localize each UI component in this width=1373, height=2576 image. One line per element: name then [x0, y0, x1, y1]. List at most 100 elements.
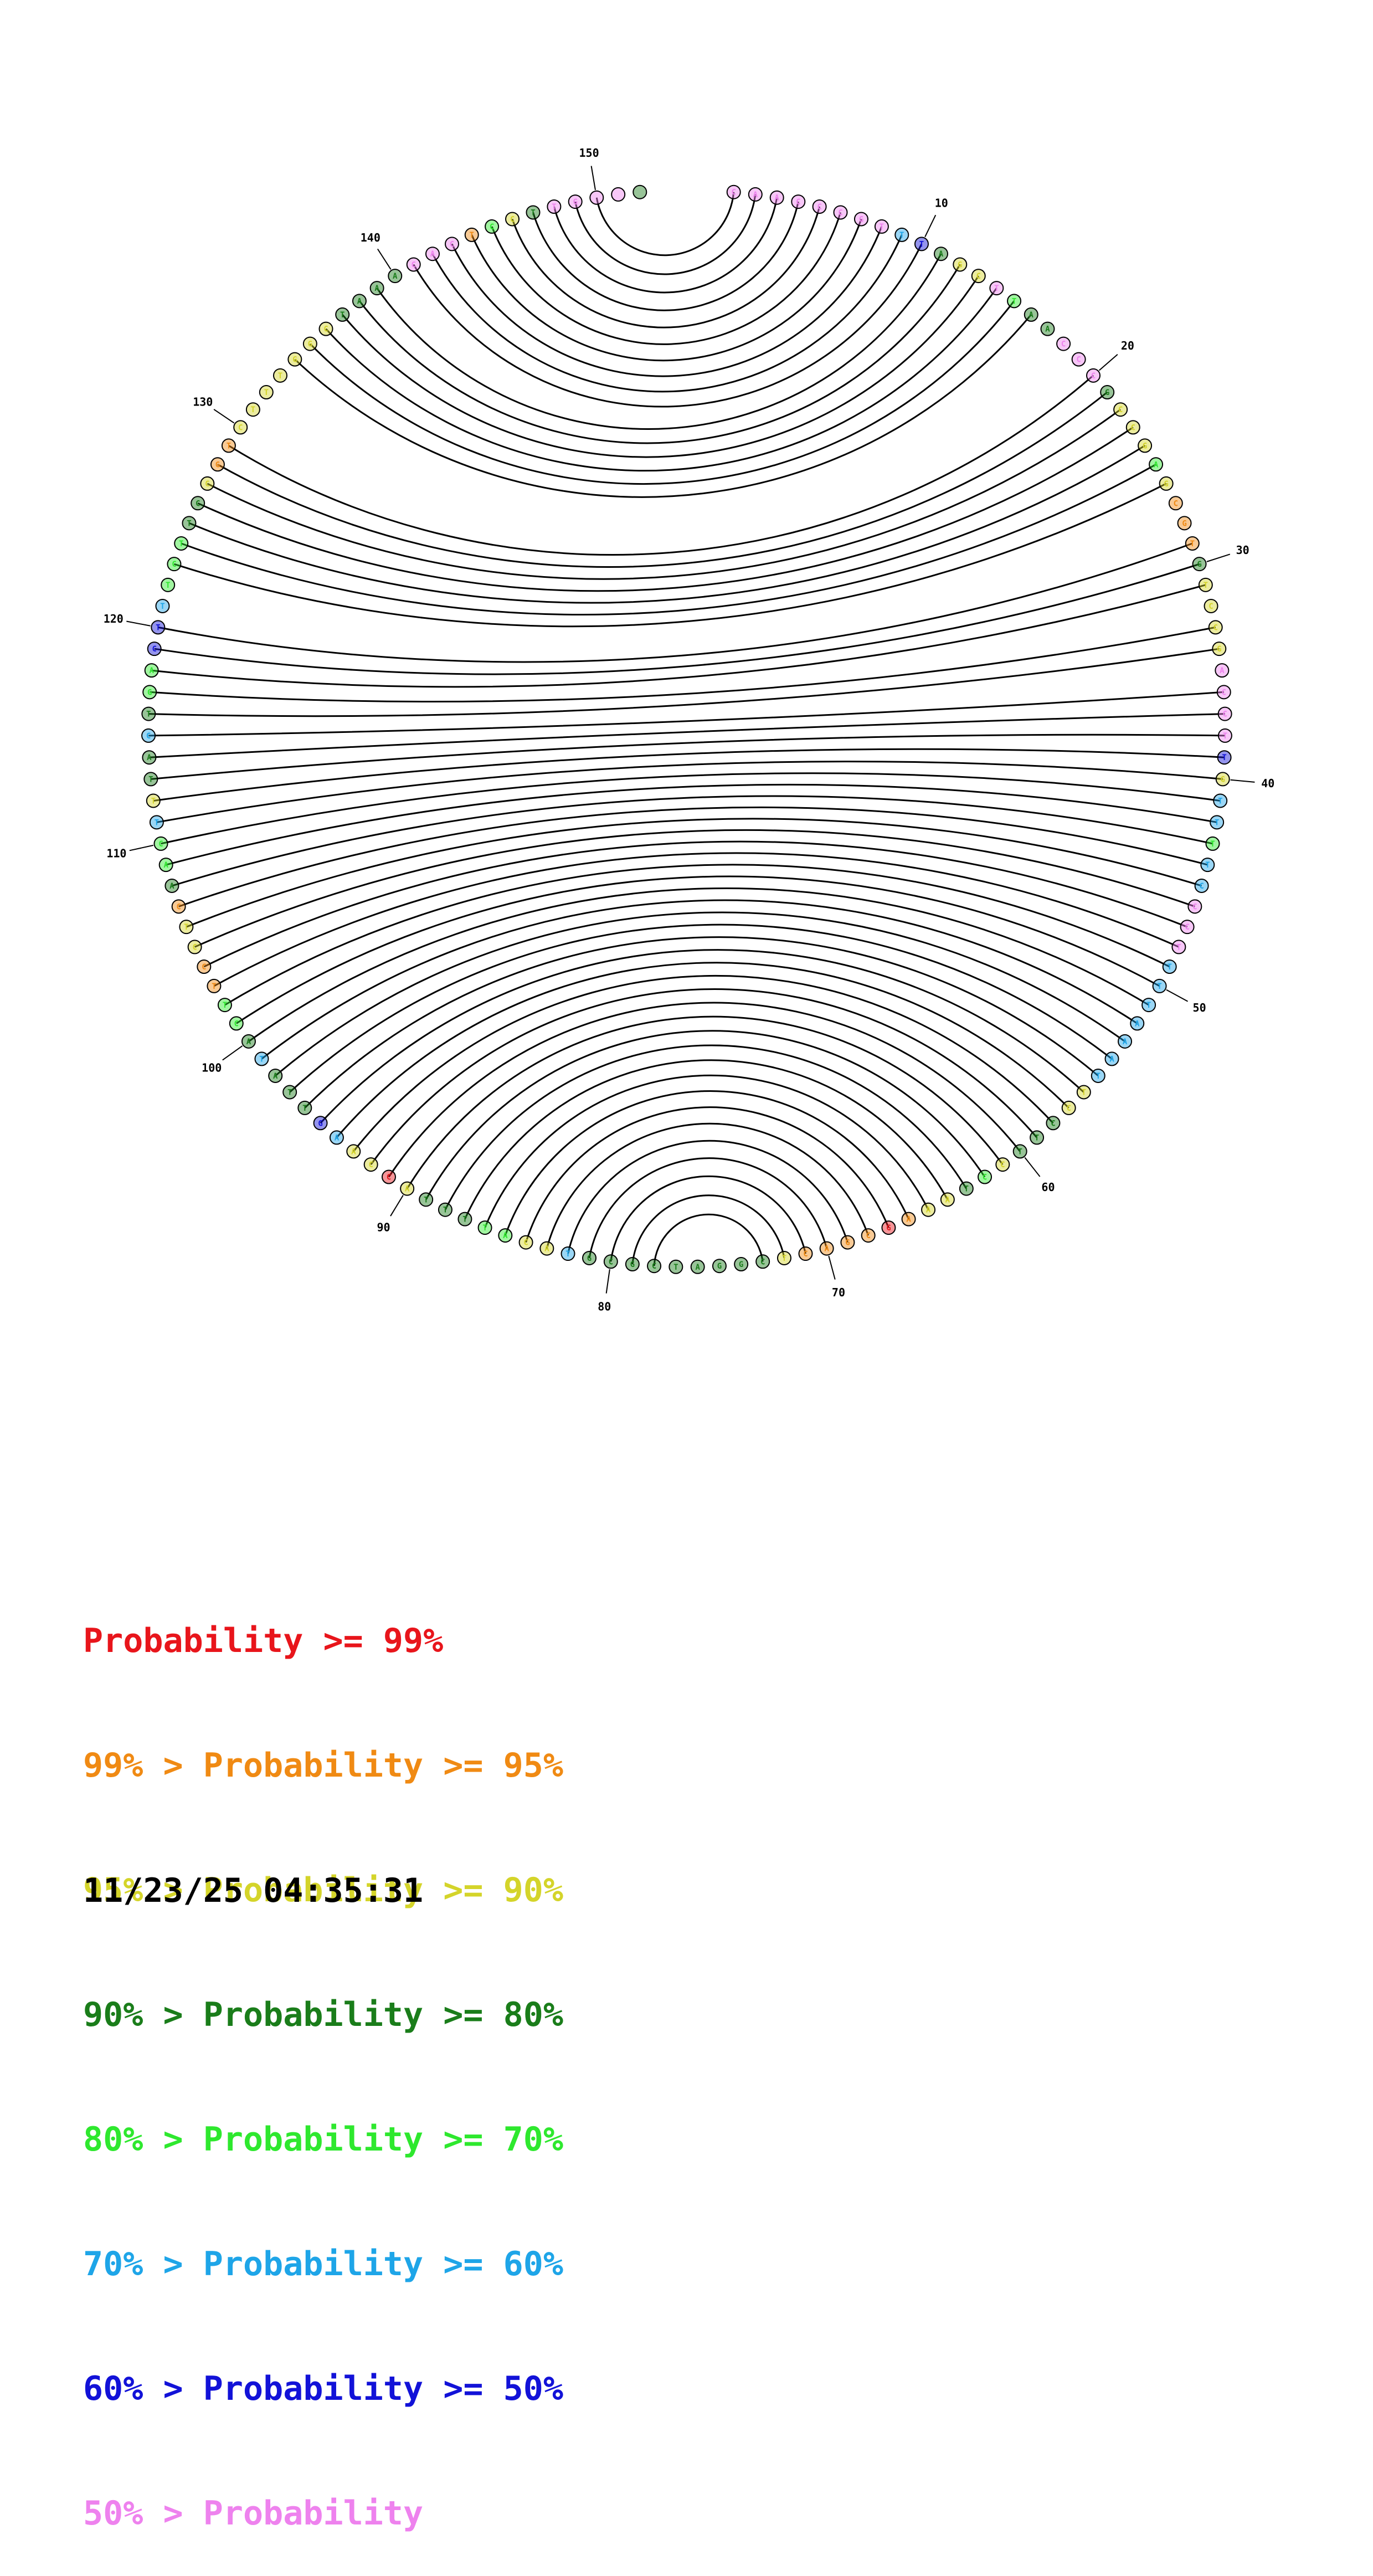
nucleotide-92: C: [363, 1157, 378, 1172]
nucleotide-letter-31: T: [1204, 581, 1208, 590]
base-pair-arc-16-134: [294, 314, 1032, 498]
tick-label-30: 30: [1236, 543, 1249, 557]
tick-line-20: [1098, 354, 1118, 371]
nucleotide-letter-91: C: [387, 1173, 391, 1182]
nucleotide-letter-73: C: [760, 1258, 765, 1266]
nucleotide-118: A: [144, 663, 159, 678]
nucleotide-circle-88: [438, 1202, 452, 1217]
nucleotide-47: C: [1180, 920, 1195, 935]
nucleotide-circle-133: [272, 368, 287, 383]
nucleotide-circle-99: [254, 1051, 269, 1066]
nucleotide-circle-35: [1215, 663, 1230, 678]
legend-row-5: 70% > Probability >= 60%: [83, 2245, 563, 2283]
base-pair-arc-30-119: [154, 563, 1200, 675]
nucleotide-23: C: [1125, 420, 1140, 435]
nucleotide-letter-120: T: [156, 623, 160, 632]
nucleotide-letter-118: A: [149, 666, 154, 675]
nucleotide-circle-17: [1040, 321, 1055, 336]
nucleotide-circle-54: [1104, 1051, 1119, 1066]
nucleotide-31: T: [1198, 577, 1213, 592]
nucleotide-circle-28: [1177, 516, 1192, 531]
nucleotide-circle-14: [989, 281, 1004, 296]
nucleotide-letter-107: C: [176, 902, 181, 911]
nucleotide-circle-79: [625, 1257, 640, 1272]
nucleotide-letter-78: C: [652, 1262, 656, 1271]
nucleotide-circle-1: [726, 184, 741, 199]
nucleotide-circle-85: [498, 1228, 513, 1243]
nucleotide-24: G: [1138, 438, 1153, 453]
nucleotide-circle-141: [406, 257, 421, 272]
nucleotide-circle-11: [934, 247, 949, 261]
base-pair-arc-49-102: [224, 864, 1170, 1006]
nucleotide-circle-140: [388, 269, 403, 284]
nucleotide-circle-122: [161, 577, 176, 592]
nucleotide-circle-50: [1152, 978, 1167, 993]
nucleotide-12: G: [953, 257, 968, 272]
nucleotide-circle-87: [457, 1212, 472, 1227]
nucleotide-circle-82: [560, 1246, 575, 1261]
nucleotide-letter-136: C: [323, 325, 328, 334]
nucleotide-82: T: [560, 1246, 575, 1261]
nucleotide-circle-25: [1149, 457, 1164, 472]
nucleotide-circle-59: [1030, 1130, 1045, 1145]
nucleotide-5: C: [812, 199, 827, 214]
base-pair-arc-72-79: [631, 1194, 785, 1265]
nucleotide-circle-61: [995, 1157, 1010, 1172]
nucleotide-letter-108: A: [169, 882, 174, 891]
nucleotide-letter-148: T: [552, 203, 556, 212]
nucleotide-107: C: [171, 899, 186, 914]
nucleotide-letter-42: T: [1215, 818, 1219, 827]
nucleotide-letter-53: A: [1123, 1038, 1128, 1046]
nucleotide-letter-79: G: [630, 1260, 635, 1269]
nucleotide-circle-69: [840, 1235, 855, 1250]
nucleotide-circle-38: [1217, 728, 1232, 743]
nucleotide-139: A: [369, 281, 384, 296]
nucleotide-letter-70: A: [824, 1245, 829, 1254]
nucleotide-letter-98: A: [273, 1072, 278, 1081]
base-pair-arc-7-144: [471, 218, 862, 362]
nucleotide-circle-120: [151, 620, 166, 635]
nucleotide-letter-25: A: [1154, 460, 1159, 469]
nucleotide-letter-100: A: [246, 1038, 251, 1046]
nucleotide-83: A: [539, 1241, 554, 1256]
nucleotide-letter-135: G: [308, 340, 312, 349]
nucleotide-letter-113: T: [148, 775, 153, 784]
nucleotide-letter-4: C: [796, 198, 800, 207]
probability-legend: Probability >= 99% 99% > Probability >= …: [83, 1537, 563, 2576]
nucleotide-letter-134: G: [292, 356, 297, 365]
base-pair-arc-34-116: [148, 648, 1220, 717]
nucleotide-146: C: [505, 212, 520, 227]
legend-row-2: 95% > Probability >= 90%: [83, 1871, 563, 1910]
nucleotide-letter-39: T: [1222, 753, 1226, 762]
nucleotide-letter-36: C: [1222, 688, 1226, 697]
nucleotide-letter-81: G: [587, 1254, 592, 1263]
nucleotide-40: G: [1215, 772, 1230, 787]
nucleotide-circle-29: [1185, 536, 1200, 551]
nucleotide-77: T: [668, 1259, 683, 1274]
base-pair-arc-70-81: [588, 1157, 828, 1259]
tick-line-110: [129, 844, 154, 851]
nucleotide-letter-30: G: [1197, 560, 1201, 569]
nucleotide-25: A: [1149, 457, 1164, 472]
base-pair-arc-63-88: [444, 1044, 968, 1210]
base-pair-arc-24-125: [188, 445, 1145, 604]
nucleotide-letter-102: T: [223, 1001, 227, 1010]
nucleotide-letter-66: A: [906, 1215, 911, 1224]
nucleotide-circle-67: [881, 1220, 896, 1235]
nucleotide-letter-63: T: [964, 1185, 969, 1194]
nucleotide-circle-102: [217, 998, 232, 1013]
nucleotide-58: C: [1046, 1116, 1061, 1131]
legend-label-6: Probability >= 50%: [203, 2369, 563, 2408]
nucleotide-circle-7: [853, 212, 868, 227]
nucleotide-circle-127: [200, 476, 215, 491]
nucleotide-circle-128: [210, 457, 225, 472]
base-pair-arc-44-107: [178, 806, 1208, 907]
nucleotide-circle-149: [568, 194, 583, 209]
nucleotide-letter-18: C: [1061, 340, 1066, 349]
nucleotide-48: T: [1171, 940, 1186, 955]
nucleotide-36: C: [1216, 685, 1231, 700]
nucleotide-86: T: [477, 1220, 492, 1235]
nucleotide-99: T: [254, 1051, 269, 1066]
nucleotide-circle-151: [611, 187, 626, 202]
base-pair-arc-71-80: [610, 1175, 806, 1262]
